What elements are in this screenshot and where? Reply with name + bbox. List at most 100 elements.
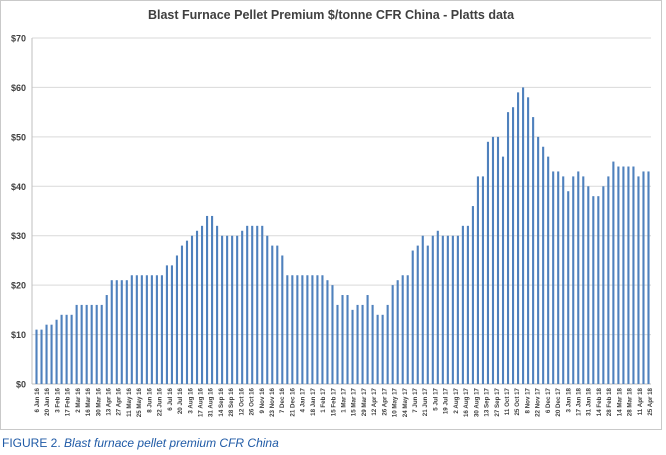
bar (361, 304, 364, 384)
x-tick-label: 11 Oct 17 (504, 387, 511, 415)
bar (145, 275, 148, 384)
bar (642, 171, 645, 384)
bar (175, 255, 179, 384)
x-tick-label: 20 Dec 17 (555, 387, 562, 416)
bar (301, 275, 304, 384)
x-tick-label: 30 Aug 17 (473, 387, 480, 417)
x-tick-label: 13 Apr 16 (106, 387, 113, 415)
bar (451, 235, 454, 384)
x-tick-label: 9 Nov 16 (259, 387, 266, 413)
x-tick-label: 20 Jul 16 (177, 387, 184, 414)
bar (60, 314, 63, 384)
bar (226, 235, 229, 384)
bar (35, 329, 38, 384)
bar (55, 319, 58, 384)
bar (291, 275, 294, 384)
bar (431, 235, 434, 384)
x-tick-label: 5 Jul 17 (432, 387, 439, 410)
bar (281, 255, 284, 384)
x-tick-label: 21 Jun 17 (422, 387, 429, 416)
x-tick-label: 3 Jan 18 (565, 387, 572, 412)
bar (647, 171, 650, 384)
bar (386, 304, 389, 384)
bar (140, 275, 143, 384)
bar (311, 275, 314, 384)
x-tick-label: 11 Apr 18 (637, 387, 644, 415)
bar (607, 176, 610, 384)
x-tick-label: 21 Dec 16 (289, 387, 296, 416)
x-tick-label: 6 Dec 17 (545, 387, 552, 413)
x-tick-label: 6 Jan 16 (34, 387, 41, 412)
x-tick-label: 29 Mar 17 (361, 387, 368, 416)
bar (45, 324, 48, 384)
bar (336, 304, 339, 384)
bar (481, 176, 485, 384)
bar (511, 107, 515, 384)
bar (135, 275, 138, 384)
bar (471, 206, 474, 384)
bar (441, 235, 444, 384)
bar (271, 245, 274, 384)
bar (170, 265, 174, 384)
bar (602, 186, 605, 384)
bar (461, 225, 464, 384)
x-tick-label: 3 Feb 16 (54, 387, 61, 412)
bar (266, 235, 269, 384)
x-tick-label: 26 Apr 17 (381, 387, 388, 415)
bar (476, 176, 479, 384)
bar (160, 275, 163, 384)
x-tick-label: 25 May 16 (136, 387, 143, 417)
x-tick-label: 8 Nov 17 (524, 387, 531, 413)
bar (50, 324, 53, 384)
bar (40, 329, 43, 384)
bar (396, 280, 399, 384)
bar (110, 280, 113, 384)
bar (115, 280, 118, 384)
bar (416, 245, 419, 384)
bar (527, 97, 530, 385)
x-tick-label: 12 Apr 17 (371, 387, 378, 415)
bar (256, 225, 259, 384)
bar (85, 304, 88, 384)
y-tick-label: $40 (11, 182, 26, 192)
caption-text: Blast furnace pellet premium CFR China (64, 436, 279, 450)
bar (496, 136, 500, 384)
bar (592, 196, 595, 384)
bar (155, 275, 158, 384)
x-tick-label: 26 Oct 16 (249, 387, 256, 415)
bar (251, 225, 254, 384)
x-tick-label: 6 Jul 16 (167, 387, 174, 410)
bar (622, 166, 625, 384)
bar (637, 176, 640, 384)
bar (236, 235, 239, 384)
chart-frame (0, 0, 662, 430)
bar (617, 166, 620, 384)
bar (241, 230, 244, 384)
bar (125, 280, 128, 384)
bar (216, 225, 219, 384)
x-tick-label: 8 Jun 16 (146, 387, 153, 412)
bar (286, 275, 289, 384)
bar (261, 225, 264, 384)
bar (501, 156, 505, 384)
bar (190, 235, 194, 384)
x-tick-label: 27 Sep 17 (494, 387, 501, 416)
bar (195, 230, 199, 384)
x-tick-label: 18 Jan 17 (310, 387, 317, 415)
x-tick-label: 10 May 17 (392, 387, 399, 417)
bar (456, 235, 459, 384)
y-tick-label: $30 (11, 231, 26, 241)
x-tick-label: 1 Feb 17 (320, 387, 327, 412)
bar (231, 235, 234, 384)
bar (562, 176, 565, 384)
y-tick-label: $20 (11, 281, 26, 291)
bar (246, 225, 249, 384)
bar (346, 295, 349, 384)
bar (206, 215, 209, 384)
bar (221, 235, 224, 384)
bar (321, 275, 324, 384)
bar (65, 314, 68, 384)
bar (75, 304, 78, 384)
x-tick-label: 7 Jun 17 (412, 387, 419, 412)
bar (612, 161, 615, 384)
